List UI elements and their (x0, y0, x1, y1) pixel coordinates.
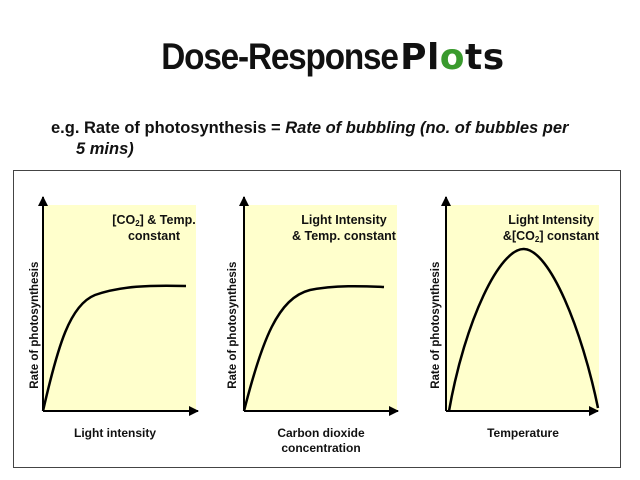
panel-3-background (446, 205, 599, 411)
panel-2-y-label: Rate of photosynthesis (226, 261, 239, 389)
panel-1-condition-a: [CO (112, 213, 136, 227)
panel-3-condition-sub: 2 (534, 234, 540, 244)
panel-2-x-label-line1: Carbon dioxide (277, 426, 365, 440)
panel-2-condition-line2: & Temp. constant (292, 228, 396, 243)
title-part2: Plots (400, 37, 505, 78)
panel-1-background (43, 205, 196, 411)
panel-3-y-label: Rate of photosynthesis (429, 261, 442, 389)
panel-3-condition-line2b: ] constant (539, 228, 600, 243)
definition-prefix: e.g. Rate of photosynthesis = (51, 119, 286, 137)
definition-italic-1: Rate of bubbling (no. of bubbles per (285, 119, 569, 137)
panel-1-x-label: Light intensity (74, 426, 156, 440)
panel-2-x-label-line2: concentration (281, 441, 361, 455)
panel-2-x-label: Carbon dioxide concentration (262, 426, 380, 456)
definition-line-2: 5 mins) (76, 140, 134, 158)
title-part1: Dose-Response (161, 36, 400, 77)
panel-1-condition-line2: constant (127, 229, 181, 243)
panel-3-condition-line2a: &[CO (502, 228, 535, 243)
panel-1-condition: [CO2] & Temp. constant (102, 213, 206, 245)
title-part2c: ts (465, 37, 505, 78)
title-o-accent: o (439, 37, 466, 78)
panel-3-condition-line1: Light Intensity (508, 213, 594, 227)
panel-1-condition-b: ] & Temp. (139, 213, 196, 227)
definition-line-1: e.g. Rate of photosynthesis = Rate of bu… (51, 119, 568, 138)
plots-frame (13, 170, 621, 468)
panel-3-condition: Light Intensity &[CO2] constant (490, 213, 612, 245)
title-part2a: Pl (400, 37, 440, 78)
panel-3-x-label: Temperature (487, 426, 559, 440)
slide-title: Dose-Response Plots (0, 36, 640, 78)
panel-2-condition: Light Intensity & Temp. constant (280, 213, 408, 244)
panel-3-curve (447, 247, 600, 412)
panel-1-curve (41, 284, 187, 412)
panel-1-y-label: Rate of photosynthesis (28, 261, 41, 389)
panel-2-background (244, 205, 397, 411)
panel-2-condition-line1: Light Intensity (301, 213, 387, 227)
panel-2-curve (242, 284, 385, 412)
panel-1-condition-sub: 2 (135, 219, 140, 228)
